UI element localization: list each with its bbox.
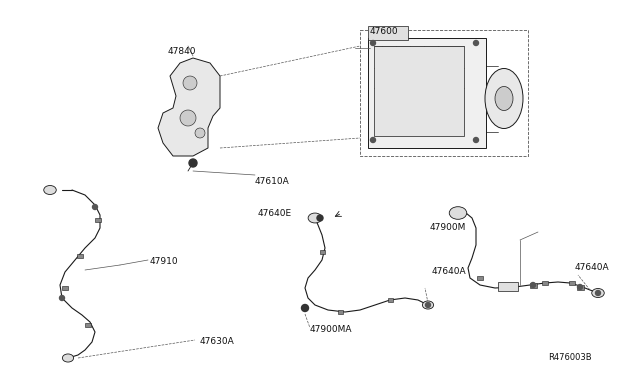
Ellipse shape: [422, 301, 434, 309]
Circle shape: [195, 128, 205, 138]
Text: 47640A: 47640A: [575, 263, 610, 273]
Text: 47910: 47910: [150, 257, 179, 266]
Circle shape: [180, 110, 196, 126]
Bar: [374, 46, 464, 136]
Circle shape: [371, 138, 376, 142]
Bar: [368, 38, 486, 148]
Circle shape: [474, 41, 479, 45]
Ellipse shape: [495, 87, 513, 110]
Circle shape: [183, 76, 197, 90]
Ellipse shape: [485, 68, 523, 128]
Ellipse shape: [449, 207, 467, 219]
Bar: [498, 282, 518, 291]
Ellipse shape: [62, 354, 74, 362]
Circle shape: [93, 205, 97, 209]
Circle shape: [60, 295, 65, 301]
Circle shape: [371, 41, 376, 45]
Bar: [387, 298, 392, 302]
Bar: [569, 281, 575, 285]
Polygon shape: [158, 58, 220, 156]
Text: 47900M: 47900M: [430, 224, 467, 232]
Bar: [577, 285, 584, 289]
Circle shape: [301, 305, 308, 311]
Circle shape: [577, 285, 582, 289]
Bar: [62, 286, 68, 290]
Text: 47630A: 47630A: [200, 337, 235, 346]
Circle shape: [474, 138, 479, 142]
Circle shape: [189, 159, 197, 167]
Bar: [85, 323, 91, 327]
Text: 47840: 47840: [168, 48, 196, 57]
Text: R476003B: R476003B: [548, 353, 591, 362]
Bar: [319, 250, 324, 254]
Text: 47900MA: 47900MA: [310, 326, 353, 334]
Text: 47610A: 47610A: [255, 177, 290, 186]
Circle shape: [595, 291, 600, 295]
Bar: [360, 30, 528, 156]
Bar: [77, 254, 83, 258]
Bar: [337, 310, 342, 314]
Circle shape: [531, 282, 536, 288]
Bar: [542, 281, 548, 285]
Text: 47600: 47600: [370, 28, 399, 36]
Bar: [95, 218, 101, 222]
Bar: [529, 282, 536, 288]
Bar: [368, 26, 408, 40]
Ellipse shape: [44, 186, 56, 195]
Ellipse shape: [308, 213, 322, 223]
Ellipse shape: [592, 289, 604, 298]
Circle shape: [426, 302, 431, 308]
Text: 47640E: 47640E: [258, 209, 292, 218]
Bar: [477, 276, 483, 280]
Circle shape: [317, 215, 323, 221]
Text: 47640A: 47640A: [432, 267, 467, 276]
